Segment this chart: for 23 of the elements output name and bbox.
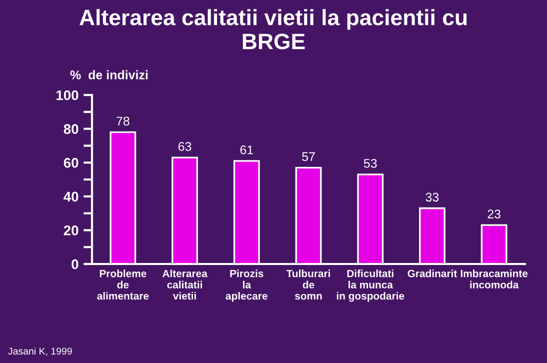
y-axis-title: % de indivizi [70,70,148,80]
chart-title: Alterarea calitatii vietii la pacientii cu BRGE [80,9,467,50]
y-tick-label: 100 [56,90,78,100]
x-tick-label: Gradinarit [408,270,457,278]
data-label: 57 [302,152,315,162]
data-label: 33 [426,192,439,202]
data-label: 53 [364,158,377,168]
data-label: 63 [178,142,192,151]
text: Jasani K, 1999 [8,347,72,356]
x-tick-label: Tulburari de somn [286,270,330,300]
y-tick-label: 40 [64,192,78,202]
data-label: 78 [116,116,130,126]
data-label: 61 [240,145,253,154]
x-tick-label: Probleme de alimentare [97,270,149,300]
x-tick-label: Pirozis la aplecare [226,270,268,302]
x-tick-label: Alterarea calitatii vietii [162,270,208,300]
y-tick-label: 20 [64,226,78,236]
y-tick-label: 0 [72,259,78,270]
x-tick-label: Imbracaminte incomoda [460,270,528,288]
y-tick-label: 60 [64,158,78,168]
y-tick-label: 80 [64,124,78,134]
x-tick-label: Dificultati la munca in gospodarie [336,270,404,302]
data-label: 23 [488,210,500,218]
